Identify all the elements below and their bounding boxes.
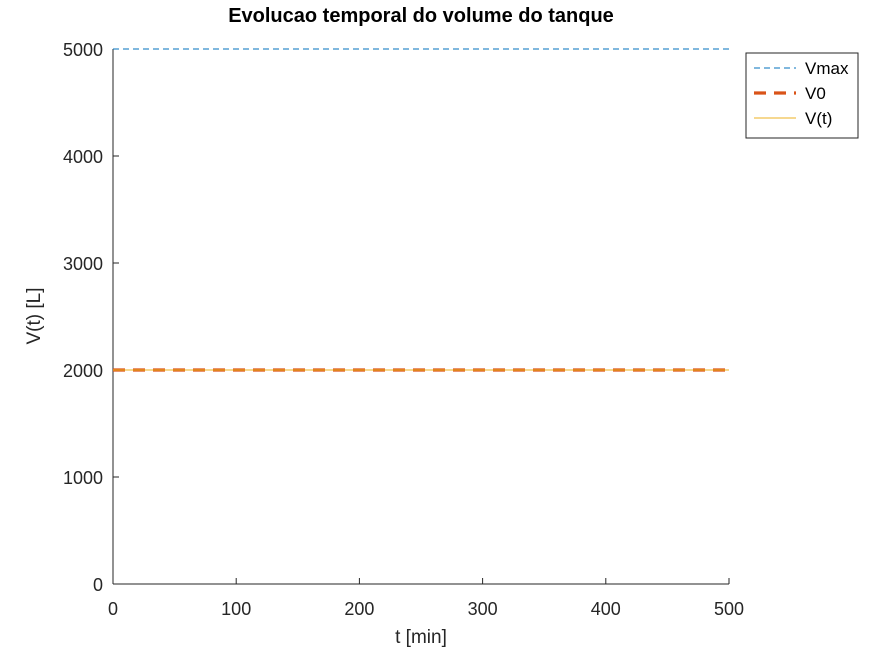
y-tick-label: 2000: [63, 361, 103, 381]
x-tick-label: 0: [108, 599, 118, 619]
x-tick-label: 400: [591, 599, 621, 619]
legend-box: [745, 52, 859, 139]
y-tick-label: 3000: [63, 254, 103, 274]
legend-label-v0: V0: [805, 84, 826, 103]
legend-label-vmax: Vmax: [805, 59, 849, 78]
x-tick-label: 200: [344, 599, 374, 619]
y-tick-label: 5000: [63, 40, 103, 60]
legend-label-v-t: V(t): [805, 109, 832, 128]
y-axis-label: V(t) [L]: [24, 287, 45, 344]
y-tick-label: 4000: [63, 147, 103, 167]
x-tick-label: 100: [221, 599, 251, 619]
x-tick-label: 300: [468, 599, 498, 619]
y-tick-label: 1000: [63, 468, 103, 488]
x-axis-label: t [min]: [395, 627, 447, 648]
chart-title: Evolucao temporal do volume do tanque: [228, 5, 614, 27]
y-tick-label: 0: [93, 575, 103, 595]
x-tick-label: 500: [714, 599, 744, 619]
legend: Vmax V0 V(t): [745, 52, 859, 139]
